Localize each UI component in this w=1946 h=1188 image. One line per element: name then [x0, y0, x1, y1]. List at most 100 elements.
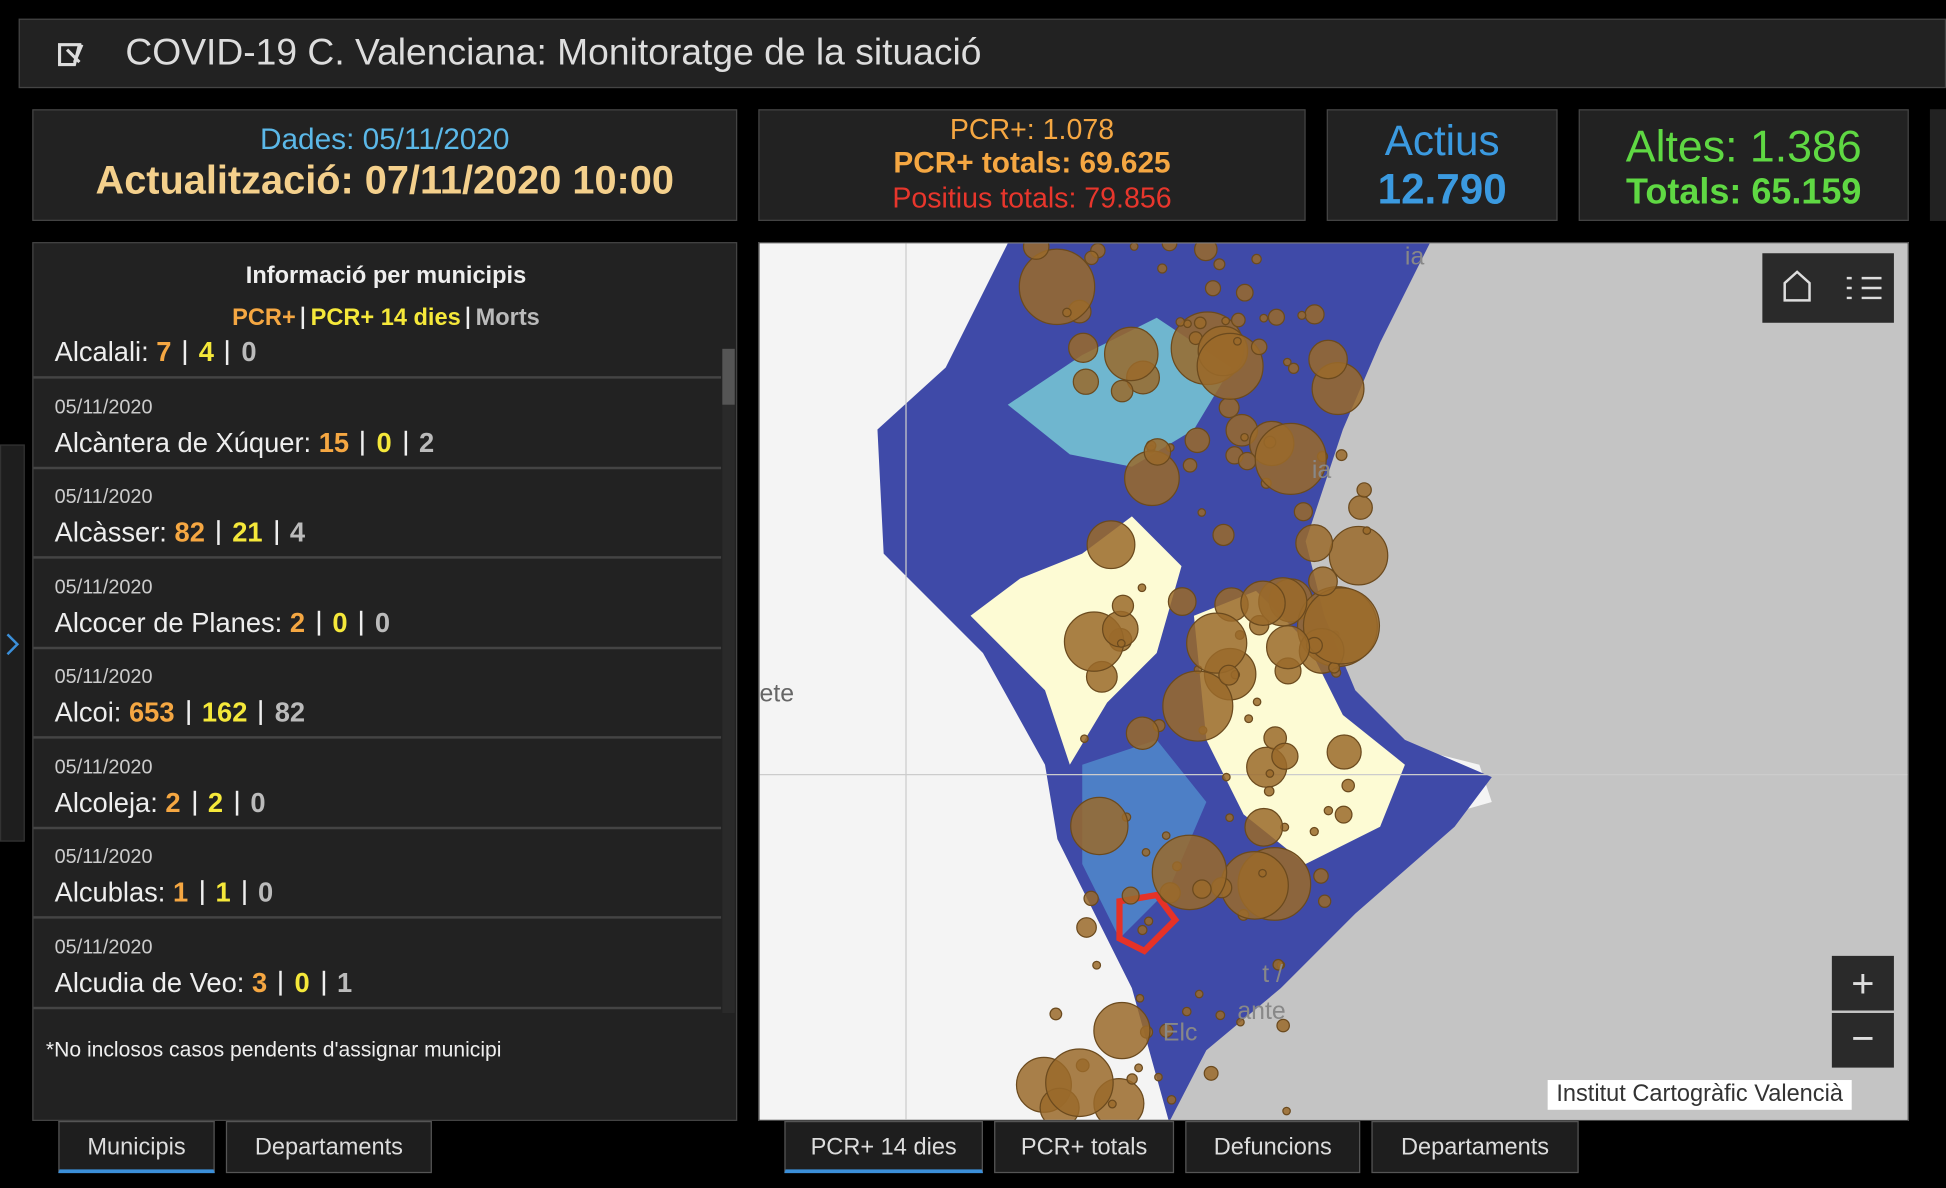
map-bubble: [1215, 1010, 1226, 1021]
legend-item: Morts: [475, 305, 540, 332]
map-bubble: [1362, 526, 1372, 535]
map-bubble: [1092, 960, 1102, 970]
discharge-card: Altes: 1.386 Totals: 65.159: [1578, 109, 1909, 221]
map-bubble: [1250, 338, 1268, 356]
tab[interactable]: PCR+ 14 dies: [784, 1120, 983, 1174]
separator: [361, 430, 365, 455]
map-bubble: [1334, 805, 1353, 824]
map-bubble: [1022, 243, 1050, 260]
item-line: Alcàsser: 82 21 4: [55, 516, 305, 548]
tab[interactable]: Municipis: [58, 1120, 215, 1174]
map-label: ia: [1404, 243, 1425, 271]
map-bubble: [1335, 449, 1348, 462]
update: Actualització: 07/11/2020 10:00: [95, 157, 674, 203]
map-bubble: [1222, 772, 1231, 782]
map-bubble: [1072, 368, 1100, 395]
map-bubble: [1287, 362, 1300, 374]
map-bubble: [1293, 502, 1313, 522]
map-bubble: [1254, 422, 1327, 496]
map-bubble: [1018, 248, 1096, 326]
item-deaths: 0: [250, 786, 266, 818]
zoom-in[interactable]: +: [1831, 955, 1894, 1011]
map-label: ia: [1311, 456, 1332, 485]
map-bubble: [1259, 313, 1269, 323]
map-bubble: [1121, 886, 1140, 905]
map-bubble: [1144, 916, 1154, 926]
map-bubble: [1265, 625, 1311, 670]
map-bubble: [1348, 495, 1373, 520]
map-bubble: [1240, 432, 1249, 442]
item-pcr14: 0: [294, 966, 310, 998]
item-line: Alcàntera de Xúquer: 15 0 2: [55, 426, 435, 458]
map-bubble: [1049, 1007, 1063, 1021]
side-toggle[interactable]: [0, 444, 25, 842]
separator: [183, 340, 187, 365]
map-bubble: [1135, 993, 1145, 1003]
map-bubble: [1221, 316, 1231, 326]
map-bubble: [1141, 847, 1151, 857]
separator: [217, 520, 220, 545]
item-name: Alcudia de Veo:: [54, 966, 245, 998]
item-name: Alcocer de Planes:: [54, 606, 283, 638]
scrollbar: [722, 348, 735, 1013]
map-bubble: [1356, 482, 1372, 498]
list-item[interactable]: 05/11/2020 Alcàntera de Xúquer: 15 0 2: [33, 379, 722, 469]
list-item[interactable]: 05/11/2020 Alcàsser: 82 21 4: [33, 469, 722, 559]
map-bubble: [1184, 427, 1211, 454]
map-toolbar: [1762, 253, 1894, 323]
expand-icon: [6, 633, 20, 656]
map-bubble: [1309, 826, 1319, 837]
map-bubble: [1182, 458, 1198, 473]
separator: [322, 970, 325, 995]
map-bubble: [1137, 924, 1148, 936]
map-bubble: [1244, 714, 1254, 724]
discharges-total: Totals: 65.159: [1626, 172, 1862, 213]
item-pcr14: 21: [232, 516, 263, 548]
map-bubble: [1154, 1072, 1163, 1082]
list: Alcalali: 7 4 0 05/11/2020 Alcàntera de Xúqu…: [33, 336, 736, 1013]
logo: [58, 43, 84, 67]
item-pcr: 2: [289, 606, 306, 638]
tab[interactable]: Departaments: [1371, 1120, 1579, 1174]
separator: [279, 970, 283, 995]
map-bubble: [1134, 1063, 1144, 1073]
zoom-out[interactable]: −: [1831, 1012, 1894, 1068]
item-date: 05/11/2020: [54, 486, 153, 508]
map-bubble: [1341, 778, 1355, 793]
map-bubble: [1193, 243, 1218, 262]
map-bubble: [1328, 525, 1389, 586]
item-deaths: 0: [374, 606, 391, 638]
legend-item: PCR+ 14 dies: [310, 305, 461, 332]
map-bubble: [1323, 805, 1334, 816]
map-label: Elc: [1162, 1019, 1198, 1047]
toolbar-icons[interactable]: [1762, 253, 1894, 323]
legend-item: PCR+: [232, 305, 296, 332]
item-pcr14: 0: [332, 606, 348, 638]
tab[interactable]: Departaments: [225, 1120, 432, 1174]
map-bubble: [1297, 310, 1307, 320]
item-pcr: 2: [165, 786, 181, 818]
item-name: Alcoleja:: [54, 786, 158, 818]
map-bubble: [1282, 357, 1292, 367]
tab[interactable]: Defuncions: [1185, 1120, 1361, 1174]
item-date: 05/11/2020: [54, 666, 153, 688]
tab[interactable]: PCR+ totals: [994, 1120, 1175, 1174]
map-bubble: [1116, 639, 1126, 648]
separator: [200, 880, 204, 905]
active-label: Actius: [1384, 117, 1500, 166]
map-bubble: [1272, 958, 1285, 971]
map-bubble: [1107, 1099, 1117, 1109]
list-item[interactable]: 05/11/2020 Alcoi: 653 162 82: [33, 649, 722, 739]
item-pcr: 15: [318, 426, 350, 458]
map[interactable]: ia ia ete t / ante Elc + − Institut Cart…: [758, 242, 1909, 1121]
footnote: *No inclosos casos pendents d'assignar m…: [45, 1037, 502, 1062]
map-label: ete: [759, 680, 795, 708]
pcr: PCR+: 1.078: [949, 112, 1115, 146]
item-deaths: 82: [274, 696, 306, 728]
